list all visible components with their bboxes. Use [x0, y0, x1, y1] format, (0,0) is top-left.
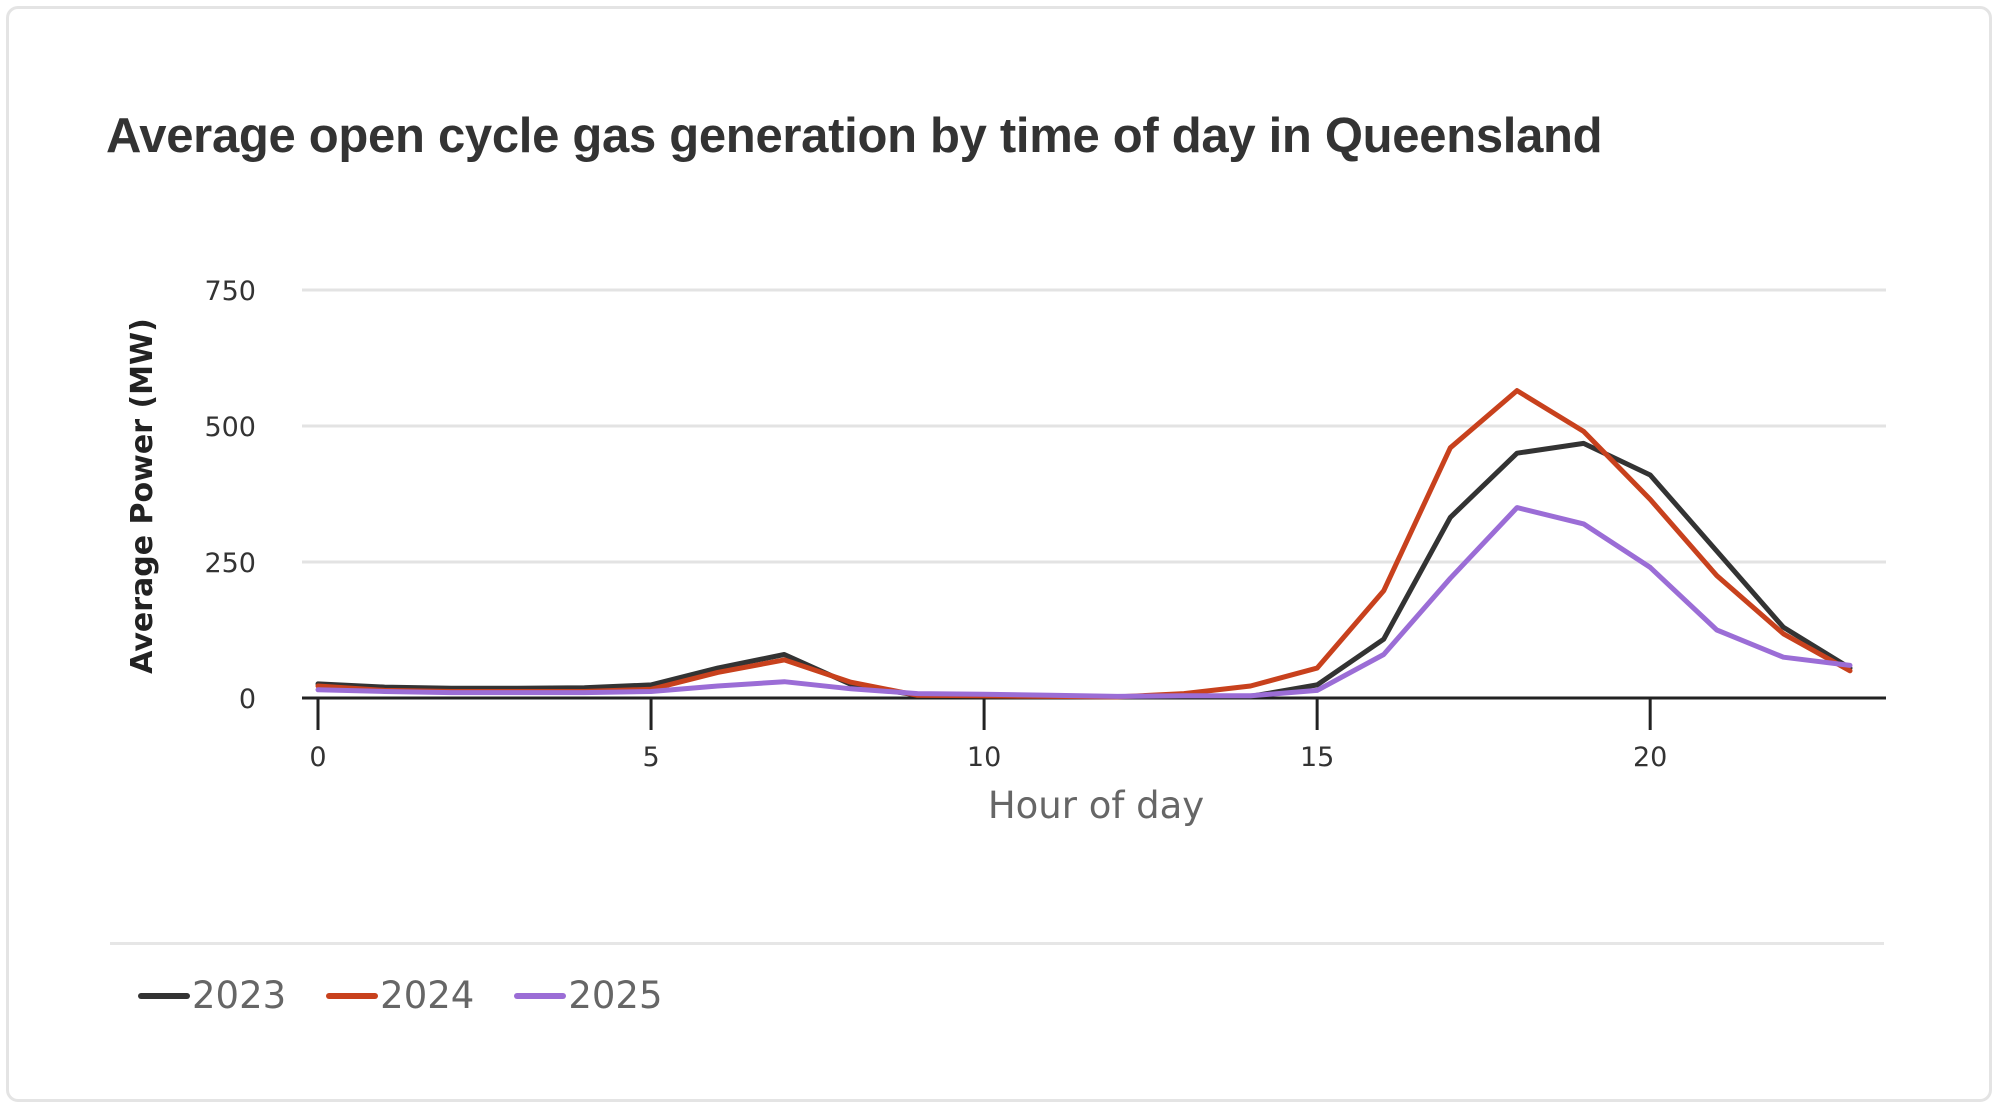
series-lines: [315, 388, 1853, 700]
legend: 2023 2024 2025: [138, 974, 703, 1017]
series-line-2025: [315, 505, 1853, 699]
y-tick-label: 250: [204, 548, 256, 579]
y-tick-label: 750: [204, 276, 256, 307]
legend-label: 2025: [568, 974, 663, 1017]
chart-title: Average open cycle gas generation by tim…: [106, 109, 1603, 163]
legend-divider: [110, 942, 1884, 945]
x-tick-label: 0: [309, 742, 326, 773]
series-line-2024: [315, 388, 1853, 700]
legend-swatch: [514, 992, 567, 999]
x-tick-label: 20: [1633, 742, 1667, 773]
x-tick-label: 15: [1300, 742, 1334, 773]
legend-label: 2024: [380, 974, 475, 1017]
legend-label: 2023: [192, 974, 287, 1017]
y-axis-title: Average Power (MW): [125, 318, 160, 674]
x-tick-label: 10: [967, 742, 1001, 773]
legend-swatch: [326, 992, 379, 999]
legend-swatch: [138, 992, 190, 999]
y-tick-label: 0: [239, 684, 256, 715]
series-line-2023: [315, 440, 1853, 700]
x-tick-label: 5: [642, 742, 659, 773]
gridlines: [302, 288, 1886, 564]
legend-item-2025[interactable]: 2025: [514, 974, 663, 1017]
x-axis-title: Hour of day: [988, 784, 1204, 827]
legend-item-2024[interactable]: 2024: [326, 974, 474, 1017]
chart-card: [6, 6, 1992, 1102]
y-tick-label: 500: [204, 412, 256, 443]
legend-item-2023[interactable]: 2023: [138, 974, 286, 1017]
